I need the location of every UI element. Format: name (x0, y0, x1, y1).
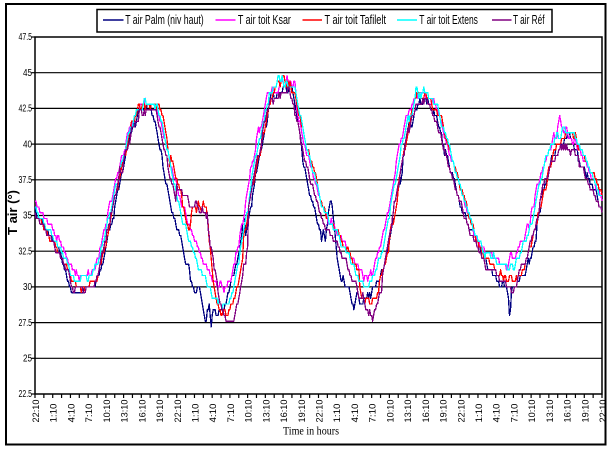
svg-text:45: 45 (23, 68, 32, 79)
svg-text:13:10: 13:10 (120, 400, 131, 423)
svg-text:19:10: 19:10 (155, 400, 166, 423)
svg-text:T air Palm (niv haut): T air Palm (niv haut) (125, 12, 204, 27)
svg-text:16:10: 16:10 (279, 400, 290, 423)
svg-text:37.5: 37.5 (19, 175, 33, 186)
svg-text:22:10: 22:10 (315, 400, 326, 423)
svg-text:13:10: 13:10 (545, 400, 556, 423)
svg-text:35: 35 (23, 211, 32, 222)
svg-text:13:10: 13:10 (403, 400, 414, 423)
svg-text:19:10: 19:10 (439, 400, 450, 423)
svg-text:30: 30 (23, 282, 32, 293)
svg-text:7:10: 7:10 (368, 404, 379, 423)
svg-text:T air toit Tafilelt: T air toit Tafilelt (325, 12, 387, 27)
svg-text:13:10: 13:10 (261, 400, 272, 423)
svg-text:16:10: 16:10 (137, 400, 148, 423)
svg-text:4:10: 4:10 (492, 404, 503, 423)
svg-text:T air Réf: T air Réf (513, 12, 545, 27)
svg-text:7:10: 7:10 (84, 404, 95, 423)
svg-text:T air toit Ksar: T air toit Ksar (238, 12, 291, 27)
svg-text:4:10: 4:10 (208, 404, 219, 423)
svg-text:T air toit Extens: T air toit Extens (419, 12, 478, 27)
svg-text:40: 40 (23, 139, 32, 150)
svg-text:1:10: 1:10 (474, 404, 485, 423)
svg-text:T air (°): T air (°) (5, 190, 20, 235)
svg-text:42.5: 42.5 (19, 104, 33, 115)
svg-text:1:10: 1:10 (332, 404, 343, 423)
svg-text:7:10: 7:10 (226, 404, 237, 423)
svg-text:Time in hours: Time in hours (283, 424, 339, 438)
svg-text:10:10: 10:10 (244, 400, 255, 423)
svg-text:22:10: 22:10 (173, 400, 184, 423)
svg-text:25: 25 (23, 354, 32, 365)
svg-text:16:10: 16:10 (563, 400, 574, 423)
svg-text:19:10: 19:10 (297, 400, 308, 423)
svg-text:10:10: 10:10 (102, 400, 113, 423)
svg-text:22:10: 22:10 (31, 400, 42, 423)
svg-text:4:10: 4:10 (66, 404, 77, 423)
svg-text:10:10: 10:10 (527, 400, 538, 423)
svg-text:47.5: 47.5 (19, 32, 33, 43)
svg-text:19:10: 19:10 (580, 400, 591, 423)
svg-text:7:10: 7:10 (509, 404, 520, 423)
svg-text:22:10: 22:10 (456, 400, 467, 423)
svg-text:4:10: 4:10 (350, 404, 361, 423)
svg-text:1:10: 1:10 (190, 404, 201, 423)
svg-text:22:10: 22:10 (598, 400, 609, 423)
svg-text:22.5: 22.5 (19, 389, 33, 400)
svg-text:27.5: 27.5 (19, 318, 33, 329)
svg-text:10:10: 10:10 (385, 400, 396, 423)
svg-text:16:10: 16:10 (421, 400, 432, 423)
svg-text:32.5: 32.5 (19, 246, 33, 257)
svg-text:1:10: 1:10 (49, 404, 60, 423)
